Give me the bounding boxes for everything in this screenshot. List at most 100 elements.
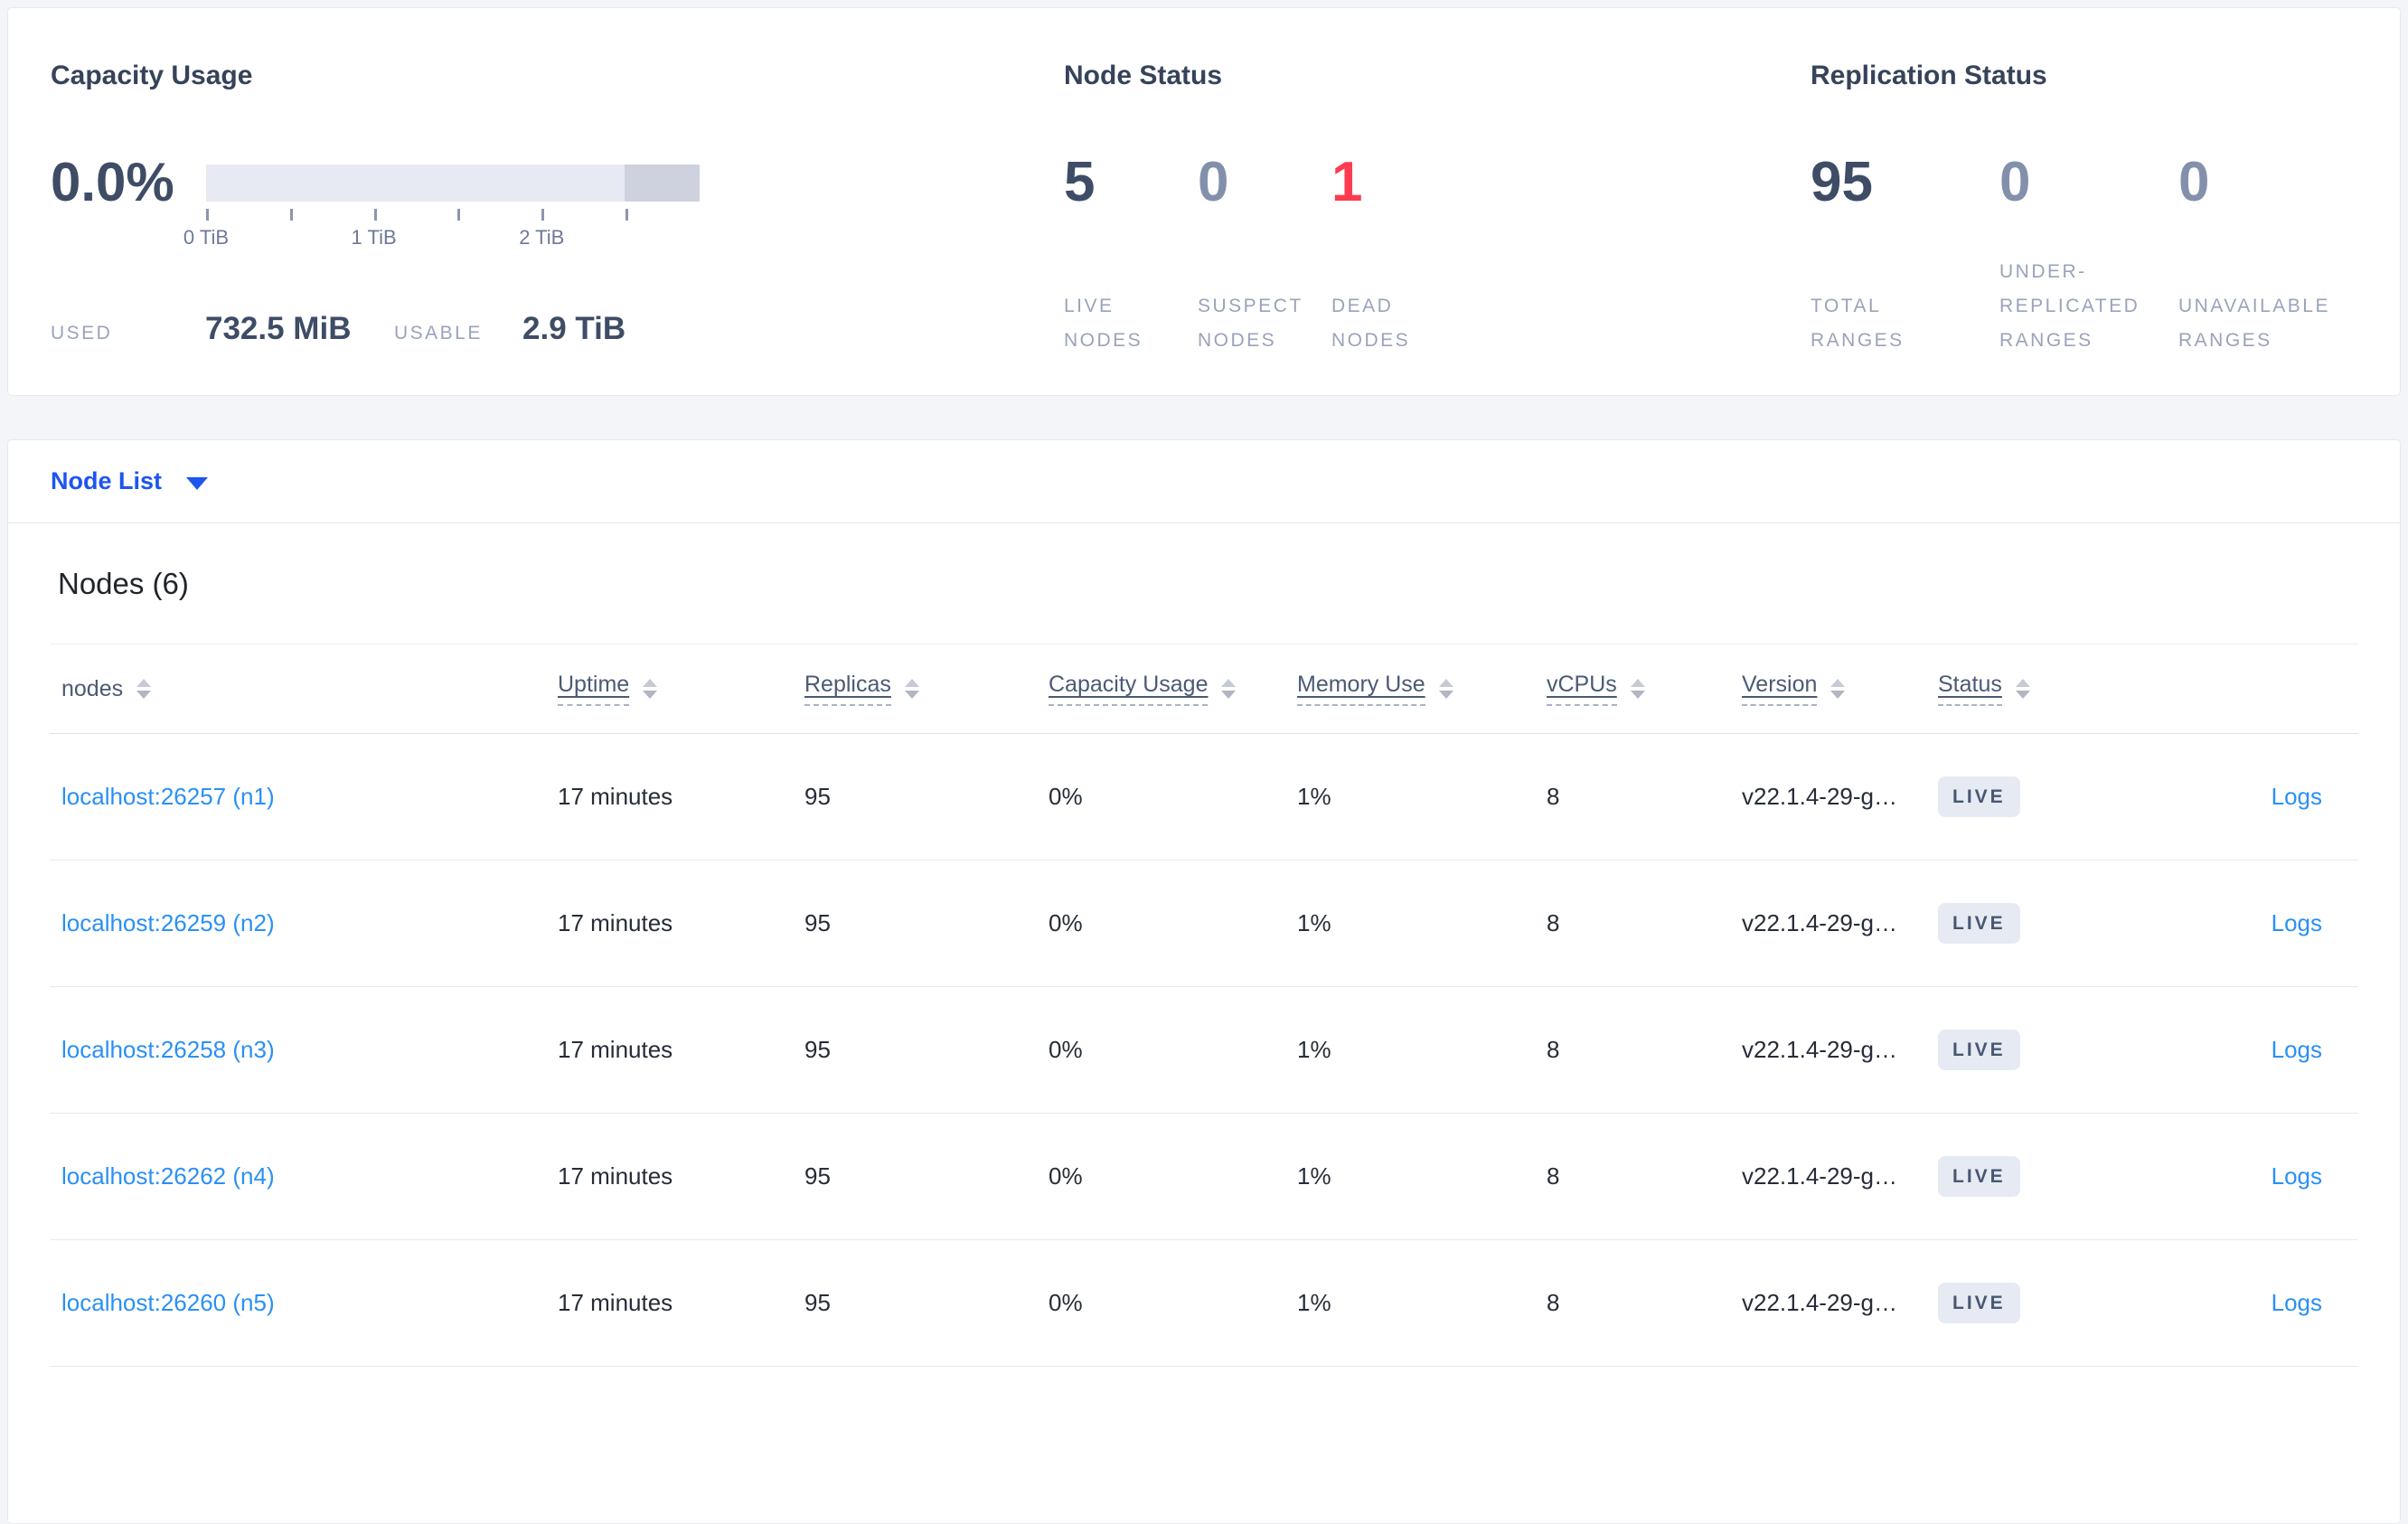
capacity-usage-cell: 0% [1049,1162,1083,1190]
dead-nodes-count: 1 [1331,151,1363,213]
capacity-usage-bar-chart: 0 TiB 1 TiB 2 TiB [183,165,700,249]
sort-icon [904,679,919,699]
sort-icon [643,679,658,699]
node-list-panel: Node List Nodes (6) nodes Uptime Replica… [7,439,2401,1524]
memory-use-cell: 1% [1297,1162,1331,1190]
column-header-memory-use[interactable]: Memory Use [1297,672,1547,706]
status-badge: LIVE [1938,1156,2020,1197]
uptime-cell: 17 minutes [558,1162,673,1190]
vcpus-cell: 8 [1547,1036,1560,1063]
logs-link[interactable]: Logs [2271,909,2322,936]
capacity-axis-ticks [206,209,700,221]
capacity-usage-cell: 0% [1049,783,1083,810]
replication-status-title: Replication Status [1811,61,2047,90]
memory-use-cell: 1% [1297,1289,1331,1316]
suspect-nodes-stat: 0 SUSPECT NODES [1198,154,1331,358]
status-badge: LIVE [1938,903,2020,944]
uptime-cell: 17 minutes [558,783,673,810]
unavailable-ranges-count: 0 [2178,151,2210,213]
sort-icon [1221,679,1237,699]
node-status-section: Node Status 5 LIVE NODES 0 SUSPECT NODES… [1053,8,1811,395]
column-header-version[interactable]: Version [1742,672,1938,706]
suspect-nodes-label: SUSPECT NODES [1198,296,1303,351]
view-selector-label: Node List [51,467,163,494]
axis-label-0tib: 0 TiB [183,226,230,249]
capacity-bar-dark-segment [625,165,700,202]
replicas-cell: 95 [804,1162,831,1190]
logs-link[interactable]: Logs [2271,1162,2322,1190]
total-ranges-count: 95 [1811,151,1873,213]
unavailable-ranges-stat: 0 UNAVAILABLE RANGES [2178,154,2330,358]
capacity-usage-cell: 0% [1049,909,1083,936]
table-row: localhost:26257 (n1) 17 minutes 95 0% 1%… [50,734,2358,861]
live-nodes-count: 5 [1064,151,1096,213]
node-address-link[interactable]: localhost:26262 (n4) [61,1162,275,1190]
replicas-cell: 95 [804,909,831,936]
chevron-down-icon [186,476,209,490]
memory-use-cell: 1% [1297,1036,1331,1063]
column-header-status[interactable]: Status [1938,672,2133,706]
column-header-capacity-usage[interactable]: Capacity Usage [1049,672,1297,706]
suspect-nodes-count: 0 [1198,151,1229,213]
vcpus-cell: 8 [1547,783,1560,810]
uptime-cell: 17 minutes [558,1036,673,1063]
view-selector-dropdown[interactable]: Node List [8,440,2400,523]
vcpus-cell: 8 [1547,909,1560,936]
total-ranges-stat: 95 TOTAL RANGES [1811,154,1999,358]
sort-icon [2015,679,2030,699]
column-header-vcpus[interactable]: vCPUs [1547,672,1742,706]
usable-label: USABLE [394,323,483,343]
column-header-replicas[interactable]: Replicas [804,672,1049,706]
node-address-link[interactable]: localhost:26257 (n1) [61,783,275,810]
sort-icon [136,679,152,699]
capacity-usage-section: Capacity Usage 0.0% 0 TiB 1 TiB 2 TiB US… [8,8,1053,395]
replicas-cell: 95 [804,1289,831,1316]
live-nodes-stat: 5 LIVE NODES [1064,154,1198,358]
live-nodes-label: LIVE NODES [1064,296,1143,351]
version-cell: v22.1.4-29-g… [1742,1289,1897,1316]
replicas-cell: 95 [804,1036,831,1063]
status-badge: LIVE [1938,1283,2020,1323]
sort-icon [1630,679,1645,699]
table-row: localhost:26259 (n2) 17 minutes 95 0% 1%… [50,861,2358,987]
column-header-uptime[interactable]: Uptime [558,672,804,706]
under-replicated-ranges-count: 0 [1999,151,2031,213]
uptime-cell: 17 minutes [558,1289,673,1316]
used-value: 732.5 MiB [205,311,352,346]
under-replicated-ranges-label: UNDER- REPLICATED RANGES [1999,261,2140,351]
table-row: localhost:26262 (n4) 17 minutes 95 0% 1%… [50,1114,2358,1240]
version-cell: v22.1.4-29-g… [1742,783,1897,810]
replicas-cell: 95 [804,783,831,810]
nodes-table-section: Nodes (6) nodes Uptime Replicas Capacity… [8,523,2400,1367]
table-row: localhost:26260 (n5) 17 minutes 95 0% 1%… [50,1240,2358,1367]
capacity-usage-title: Capacity Usage [51,61,253,90]
logs-link[interactable]: Logs [2271,1289,2322,1316]
capacity-used-percent: 0.0% [51,152,174,212]
column-header-nodes[interactable]: nodes [61,676,558,702]
used-label: USED [51,323,113,343]
memory-use-cell: 1% [1297,783,1331,810]
capacity-bar [206,165,700,202]
node-address-link[interactable]: localhost:26258 (n3) [61,1036,275,1063]
status-badge: LIVE [1938,1030,2020,1070]
capacity-usage-cell: 0% [1049,1289,1083,1316]
dead-nodes-stat: 1 DEAD NODES [1331,154,1465,358]
node-status-title: Node Status [1064,61,1223,90]
usable-value: 2.9 TiB [522,311,626,346]
axis-label-2tib: 2 TiB [519,226,565,249]
logs-link[interactable]: Logs [2271,1036,2322,1063]
version-cell: v22.1.4-29-g… [1742,1162,1897,1190]
nodes-table: nodes Uptime Replicas Capacity Usage Mem… [50,644,2358,1367]
uptime-cell: 17 minutes [558,909,673,936]
logs-link[interactable]: Logs [2271,783,2322,810]
capacity-usage-cell: 0% [1049,1036,1083,1063]
nodes-table-body: localhost:26257 (n1) 17 minutes 95 0% 1%… [50,734,2358,1367]
cluster-summary-panel: Capacity Usage 0.0% 0 TiB 1 TiB 2 TiB US… [7,7,2401,396]
unavailable-ranges-label: UNAVAILABLE RANGES [2178,296,2330,351]
node-address-link[interactable]: localhost:26259 (n2) [61,909,275,936]
memory-use-cell: 1% [1297,909,1331,936]
node-address-link[interactable]: localhost:26260 (n5) [61,1289,275,1316]
table-row: localhost:26258 (n3) 17 minutes 95 0% 1%… [50,987,2358,1114]
vcpus-cell: 8 [1547,1162,1560,1190]
capacity-axis-labels: 0 TiB 1 TiB 2 TiB [183,226,700,249]
